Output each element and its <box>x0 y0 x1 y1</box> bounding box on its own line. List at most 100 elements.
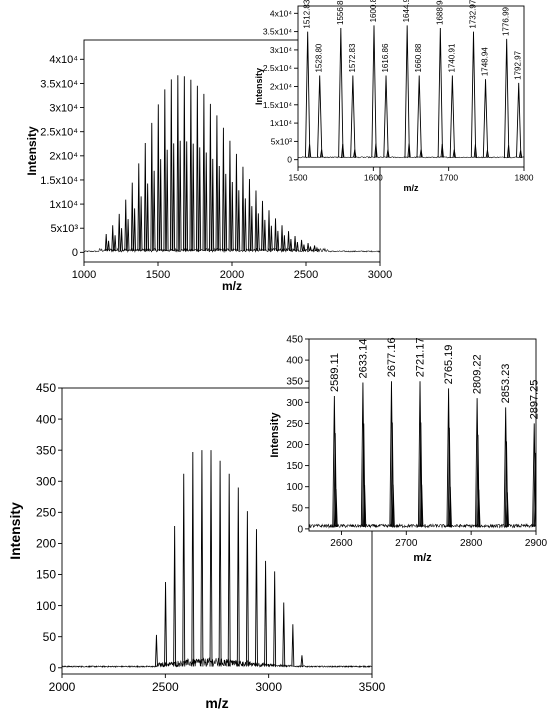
spectrum-peak <box>211 158 215 251</box>
chart-bottom-inset: 2600 2700 2800 2900 0 50 100 150 200 250 300 350 400… <box>269 335 548 565</box>
spectrum-peak <box>196 85 199 251</box>
spectrum-peak <box>374 143 378 158</box>
y-tick-label: 1.5x10⁴ <box>40 175 78 187</box>
spectrum-peak <box>448 486 452 527</box>
x-tick-label: 2900 <box>525 538 548 549</box>
spectrum-peak <box>437 27 443 158</box>
chart-top-inset: 1500 1600 1700 1800 0 5x10³ 1x10⁴ 1.5x10⁴ 2x10⁴ 2… <box>254 0 534 193</box>
y-tick-label: 100 <box>36 599 56 613</box>
y-tick-label: 0 <box>287 155 292 165</box>
baseline-trace <box>62 657 372 669</box>
spectrum-peak <box>139 196 143 251</box>
spectrum-peak <box>470 31 477 158</box>
spectrum-peak <box>191 143 195 251</box>
spectrum-peak <box>282 602 286 667</box>
spectrum-peak <box>202 93 206 251</box>
peak-label: 2853.23 <box>500 364 512 404</box>
spectrum-peak <box>173 526 177 667</box>
spectrum-peak <box>289 238 293 251</box>
spectrum-peak <box>338 27 344 158</box>
spectrum-peak <box>156 104 160 251</box>
spectrum-peak <box>113 235 117 251</box>
y-tick-label: 350 <box>36 443 56 457</box>
spectrum-peak <box>163 89 167 251</box>
spectrum-peak <box>477 489 481 527</box>
x-tick-label: 2000 <box>49 680 76 694</box>
spectrum-peak <box>317 75 323 158</box>
spectrum-peak <box>383 75 389 158</box>
spectrum-peak <box>341 143 345 158</box>
spectrum-peak <box>300 239 303 251</box>
x-tick-label: 1700 <box>439 173 458 183</box>
peak-label: 1556.86 <box>336 0 345 25</box>
spectrum-peak <box>449 75 456 158</box>
y-tick-label: 0 <box>297 524 303 535</box>
spectrum-peak <box>518 150 523 158</box>
spectrum-peak <box>191 452 195 667</box>
x-tick-label: 2600 <box>330 538 353 549</box>
spectrum-peak <box>245 511 249 667</box>
spectrum-peak <box>283 235 286 251</box>
spectrum-peak <box>267 210 271 251</box>
spectrum-peak <box>300 655 304 667</box>
y-tick-label: 250 <box>36 506 56 520</box>
spectrum-peak <box>309 246 312 251</box>
peak-label: 2809.22 <box>472 354 484 394</box>
spectrum-peak <box>391 484 395 527</box>
spectrum-peak <box>235 153 238 251</box>
peak-label: 1528.80 <box>315 43 324 72</box>
x-tick-label: 2800 <box>460 538 483 549</box>
spectrum-peak <box>159 159 163 251</box>
x-tick-label: 1600 <box>364 173 383 183</box>
y-tick-label: 50 <box>43 630 57 644</box>
spectrum-peak <box>315 246 319 252</box>
y-tick-label: 400 <box>286 356 303 367</box>
spectrum-peak <box>353 149 357 158</box>
y-axis-label: Intensity <box>7 502 23 560</box>
spectrum-peak <box>261 200 264 251</box>
y-tick-label: 450 <box>286 335 303 346</box>
spectrum-peak <box>504 38 510 158</box>
peak-label: 1732.97 <box>469 0 478 29</box>
y-tick-label: 1x10⁴ <box>49 199 78 211</box>
spectrum-peak <box>371 25 377 158</box>
y-tick-label: 50 <box>292 503 304 514</box>
spectrum-peak <box>218 460 222 667</box>
spectrum-peak <box>274 218 277 251</box>
spectrum-peak <box>506 145 511 158</box>
spectrum-peak <box>182 76 186 251</box>
spectrum-peak <box>293 235 297 251</box>
spectrum-peak <box>313 245 316 251</box>
x-tick-label: 2500 <box>152 680 179 694</box>
spectrum-peak <box>516 82 522 158</box>
y-tick-label: 0 <box>49 661 56 675</box>
peak-label: 1644.91 <box>402 0 411 22</box>
y-tick-label: 4x10⁴ <box>49 54 78 66</box>
peak-label: 2677.16 <box>386 337 398 377</box>
peak-label: 1660.88 <box>414 43 423 72</box>
spectrum-peak <box>440 143 444 158</box>
spectrum-peak <box>482 79 489 158</box>
x-axis-label: m/z <box>413 552 432 564</box>
y-tick-label: 2.5x10⁴ <box>263 63 293 73</box>
spectrum-peak <box>120 228 123 251</box>
x-axis-label: m/z <box>222 279 242 293</box>
spectrum-peak <box>107 240 110 251</box>
spectrum-peak <box>230 182 234 251</box>
y-tick-label: 200 <box>286 440 303 451</box>
spectrum-peak <box>143 143 147 251</box>
spectrum-peak <box>250 206 254 251</box>
spectrum-peak <box>224 173 228 251</box>
spectrum-peak <box>255 529 258 667</box>
spectrum-peak <box>305 31 311 158</box>
spectrum-peak <box>319 149 324 158</box>
spectrum-peak <box>133 208 136 251</box>
y-tick-label: 1x10⁴ <box>270 118 292 128</box>
spectrum-peak <box>273 571 277 667</box>
spectrum-peak <box>407 143 411 158</box>
spectrum-peak <box>256 213 260 251</box>
spectrum-peak <box>155 634 158 667</box>
peak-label: 2633.14 <box>357 339 369 379</box>
y-tick-label: 400 <box>36 412 56 426</box>
